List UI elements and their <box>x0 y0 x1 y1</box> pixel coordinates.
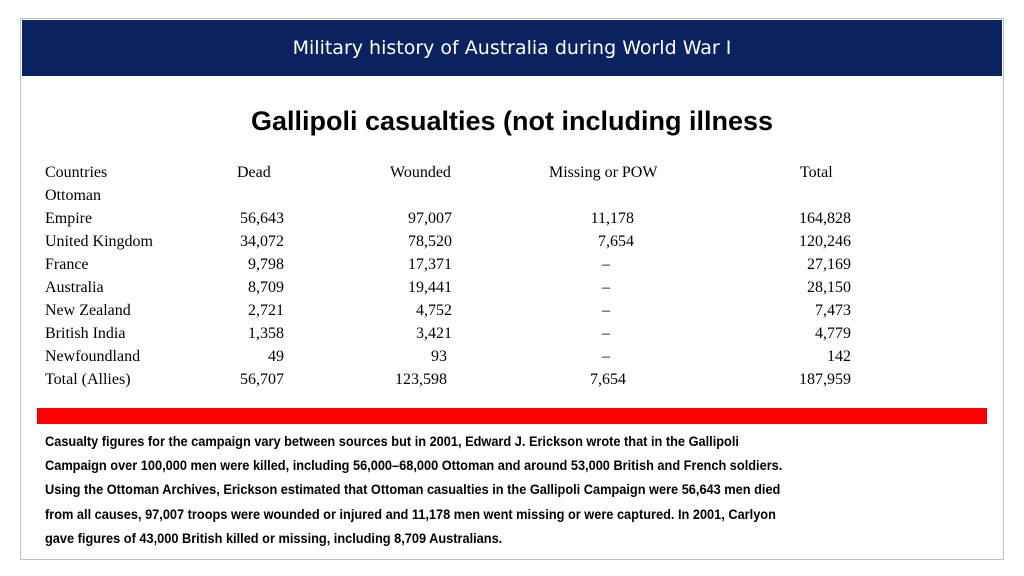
row-country: British India <box>45 325 126 342</box>
row-dead: 2,721 <box>248 302 284 319</box>
row-wounded: 123,598 <box>395 371 447 388</box>
row-country: France <box>45 256 89 273</box>
row-missing: 7,654 <box>590 371 626 388</box>
row-total: 120,246 <box>799 233 851 250</box>
row-wounded: 17,371 <box>408 256 452 273</box>
row-wounded: 3,421 <box>416 325 452 342</box>
row-missing: – <box>602 279 610 296</box>
row-wounded: 19,441 <box>408 279 452 296</box>
row-country: Empire <box>45 210 93 227</box>
row-missing: – <box>602 302 610 319</box>
note-line: Campaign over 100,000 men were killed, i… <box>45 458 783 475</box>
row-wounded: 78,520 <box>408 233 452 250</box>
row-dead: 8,709 <box>248 279 284 296</box>
row-country: United Kingdom <box>45 233 153 250</box>
casualty-note: Casualty figures for the campaign vary b… <box>45 430 990 551</box>
slide <box>20 18 1004 560</box>
row-total: 187,959 <box>799 371 851 388</box>
row-country: Newfoundland <box>45 348 141 365</box>
row-country: Ottoman <box>45 187 101 204</box>
row-country: New Zealand <box>45 302 131 319</box>
note-line: from all causes, 97,007 troops were woun… <box>45 506 776 523</box>
row-missing: 7,654 <box>598 233 634 250</box>
row-dead: 56,643 <box>240 210 284 227</box>
row-dead: 56,707 <box>240 371 284 388</box>
row-wounded: 93 <box>431 348 447 365</box>
row-missing: – <box>602 325 610 342</box>
row-dead: 9,798 <box>248 256 284 273</box>
row-total: 4,779 <box>815 325 851 342</box>
row-total: 142 <box>827 348 851 365</box>
column-header-dead: Dead <box>237 164 271 181</box>
page-title: Gallipoli casualties (not including illn… <box>250 106 774 136</box>
row-country: Australia <box>45 279 104 296</box>
red-divider <box>37 408 987 424</box>
column-header-total: Total <box>800 164 833 181</box>
column-header-missing-pow: Missing or POW <box>549 164 658 181</box>
row-total: 164,828 <box>799 210 851 227</box>
row-wounded: 4,752 <box>416 302 452 319</box>
row-total: 27,169 <box>807 256 851 273</box>
note-line: gave figures of 43,000 British killed or… <box>45 530 503 547</box>
row-total: 28,150 <box>807 279 851 296</box>
row-total: 7,473 <box>815 302 851 319</box>
note-line: Using the Ottoman Archives, Erickson est… <box>45 482 781 499</box>
row-dead: 1,358 <box>248 325 284 342</box>
row-country: Total (Allies) <box>45 371 131 388</box>
row-missing: – <box>602 256 610 273</box>
row-missing: 11,178 <box>590 210 634 227</box>
header-title: Military history of Australia during Wor… <box>292 37 732 59</box>
row-dead: 34,072 <box>240 233 284 250</box>
column-header-wounded: Wounded <box>390 164 451 181</box>
note-line: Casualty figures for the campaign vary b… <box>45 434 739 450</box>
column-header-countries: Countries <box>45 164 108 181</box>
header-bar: Military history of Australia during Wor… <box>22 20 1002 76</box>
row-wounded: 97,007 <box>408 210 452 227</box>
row-missing: – <box>602 348 610 365</box>
row-dead: 49 <box>268 348 284 365</box>
